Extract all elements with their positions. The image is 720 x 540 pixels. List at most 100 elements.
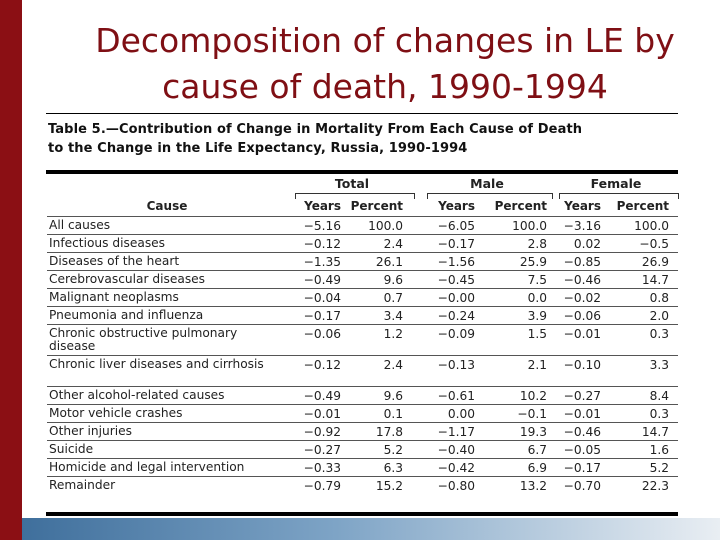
value-cell: −0.06 (563, 309, 601, 323)
table-row: Other injuries −0.92 17.8 −1.17 19.3 −0.46 14.… (47, 422, 678, 440)
table-row: Malignant neoplasms −0.04 0.7 −0.00 0.0 −0.02… (47, 288, 678, 306)
value-cell: 2.4 (383, 237, 403, 251)
cause-cell: Cerebrovascular diseases (49, 272, 206, 286)
value-cell: −0.10 (563, 358, 601, 372)
table-column-header-row: Cause Years Percent Years Percent Years … (47, 196, 678, 216)
cause-cell: Chronic obstructive pulmonary disease (49, 326, 238, 353)
value-cell: −0.40 (437, 443, 475, 457)
value-cell: 7.5 (527, 273, 547, 287)
column-header-total-years: Years (304, 199, 341, 213)
value-cell: −0.46 (563, 425, 601, 439)
table-row: Cerebrovascular diseases −0.49 9.6 −0.45 7.5… (47, 270, 678, 288)
group-underline-male (427, 193, 553, 199)
table-bottom-rule (46, 512, 678, 516)
value-cell: −0.79 (303, 479, 341, 493)
value-cell: 10.2 (519, 389, 547, 403)
value-cell: −0.33 (303, 461, 341, 475)
value-cell: 2.0 (649, 309, 669, 323)
value-cell: −0.92 (303, 425, 341, 439)
value-cell: −0.17 (563, 461, 601, 475)
value-cell: 2.1 (527, 358, 547, 372)
value-cell: 2.4 (383, 358, 403, 372)
caption-top-rule (46, 113, 678, 114)
value-cell: 3.9 (527, 309, 547, 323)
cause-cell: All causes (49, 218, 111, 232)
table-row: All causes −5.16 100.0 −6.05 100.0 −3.16 100.0 (47, 216, 678, 234)
cause-cell: Other injuries (49, 424, 132, 438)
value-cell: −0.61 (437, 389, 475, 403)
cause-cell: Malignant neoplasms (49, 290, 179, 304)
value-cell: −0.02 (563, 291, 601, 305)
group-underline-female (559, 193, 679, 199)
footer-gradient-bar (22, 518, 720, 540)
value-cell: 26.9 (641, 255, 669, 269)
value-cell: −0.13 (437, 358, 475, 372)
column-header-female-percent: Percent (616, 199, 669, 213)
value-cell: −0.09 (437, 327, 475, 341)
value-cell: −0.1 (517, 407, 547, 421)
value-cell: 1.6 (649, 443, 669, 457)
cause-cell: Suicide (49, 442, 94, 456)
value-cell: 5.2 (649, 461, 669, 475)
value-cell: −0.04 (303, 291, 341, 305)
value-cell: 6.9 (527, 461, 547, 475)
value-cell: 0.3 (649, 327, 669, 341)
value-cell: −0.17 (437, 237, 475, 251)
value-cell: −0.17 (303, 309, 341, 323)
mortality-table: Total Male Female Cause Years Percent Ye… (47, 176, 679, 494)
value-cell: −0.01 (563, 407, 601, 421)
value-cell: −6.05 (437, 219, 475, 233)
value-cell: 6.3 (383, 461, 403, 475)
value-cell: 3.3 (649, 358, 669, 372)
value-cell: 8.4 (649, 389, 669, 403)
slide-title-line-1: Decomposition of changes in LE by (95, 21, 675, 60)
cause-cell: Chronic liver diseases and cirrhosis (49, 357, 264, 371)
value-cell: −0.27 (303, 443, 341, 457)
value-cell: 100.0 (368, 219, 403, 233)
group-header-total: Total (334, 176, 370, 191)
value-cell: −0.00 (437, 291, 475, 305)
value-cell: −0.85 (563, 255, 601, 269)
value-cell: 0.00 (447, 407, 475, 421)
value-cell: −0.80 (437, 479, 475, 493)
table-row: Remainder −0.79 15.2 −0.80 13.2 −0.70 22.3 (47, 476, 678, 494)
table-row: Homicide and legal intervention −0.33 6.3 −… (47, 458, 678, 476)
value-cell: 0.7 (383, 291, 403, 305)
group-underline-total (295, 193, 415, 199)
value-cell: −3.16 (563, 219, 601, 233)
slide-title-line-2: cause of death, 1990-1994 (162, 67, 608, 106)
table-row: Pneumonia and influenza −0.17 3.4 −0.24 3.9 −… (47, 306, 678, 324)
column-header-female-years: Years (564, 199, 601, 213)
group-header-male: Male (470, 176, 504, 191)
cause-cell: Motor vehicle crashes (49, 406, 183, 420)
value-cell: 9.6 (383, 389, 403, 403)
column-header-male-percent: Percent (494, 199, 547, 213)
value-cell: −0.70 (563, 479, 601, 493)
value-cell: −0.24 (437, 309, 475, 323)
value-cell: 100.0 (512, 219, 547, 233)
value-cell: −0.06 (303, 327, 341, 341)
value-cell: 1.5 (527, 327, 547, 341)
value-cell: 1.2 (383, 327, 403, 341)
value-cell: −0.12 (303, 358, 341, 372)
value-cell: −0.01 (303, 407, 341, 421)
table-row: Chronic obstructive pulmonary disease −0.… (47, 324, 678, 355)
value-cell: −0.45 (437, 273, 475, 287)
cause-cell: Diseases of the heart (49, 254, 180, 268)
value-cell: 0.8 (649, 291, 669, 305)
value-cell: −0.49 (303, 273, 341, 287)
value-cell: 0.0 (527, 291, 547, 305)
column-header-total-percent: Percent (350, 199, 403, 213)
table-caption-line-1: Table 5.—Contribution of Change in Morta… (48, 122, 583, 137)
value-cell: −0.42 (437, 461, 475, 475)
value-cell: 9.6 (383, 273, 403, 287)
left-accent-bar (0, 0, 22, 540)
table-row: Chronic liver diseases and cirrhosis −0.1… (47, 355, 678, 386)
table-caption-line-2: to the Change in the Life Expectancy, Ru… (48, 141, 468, 156)
value-cell: −0.05 (563, 443, 601, 457)
value-cell: 0.3 (649, 407, 669, 421)
value-cell: 14.7 (641, 425, 669, 439)
value-cell: 22.3 (641, 479, 669, 493)
cause-cell: Infectious diseases (49, 236, 166, 250)
value-cell: 3.4 (383, 309, 403, 323)
